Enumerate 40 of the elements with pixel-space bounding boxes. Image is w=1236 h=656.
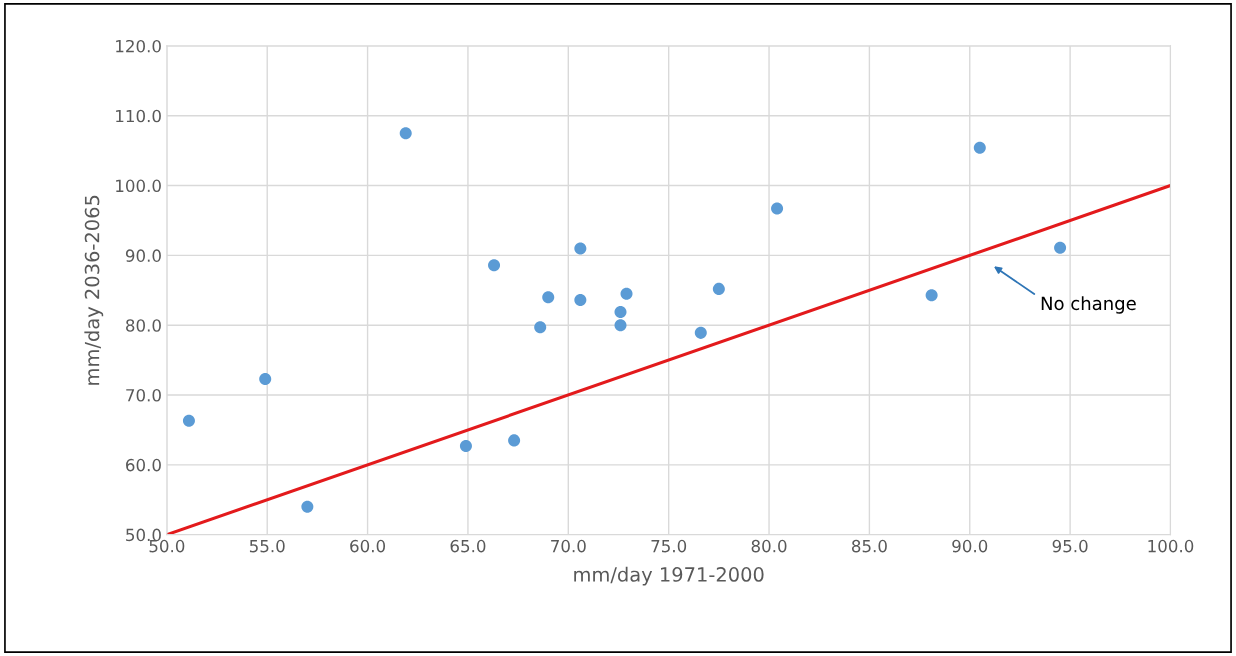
x-tick-label: 60.0 [350, 539, 386, 553]
point [925, 289, 938, 302]
point [973, 141, 986, 154]
point [542, 291, 555, 304]
x-tick-label: 95.0 [1052, 539, 1088, 553]
y-tick-label: 70.0 [126, 388, 161, 402]
point [712, 282, 725, 295]
point [574, 294, 587, 307]
annotation: No change [1041, 296, 1136, 314]
x-tick-label: 100.0 [1148, 539, 1194, 553]
y-tick-label: 80.0 [126, 319, 161, 332]
x-tick-label: 70.0 [551, 539, 586, 553]
point [301, 500, 314, 513]
y-tick-label: 90.0 [125, 249, 161, 262]
point [399, 127, 412, 140]
y-tick-label: 110.0 [116, 109, 161, 123]
y-tick-label: 120.0 [116, 39, 161, 53]
x-tick-label: 90.0 [952, 539, 988, 553]
y-tick-label: 60.0 [126, 458, 161, 472]
point [534, 321, 547, 334]
point [508, 434, 521, 447]
x-tick-label: 80.0 [751, 539, 787, 553]
x-tick-label: 85.0 [851, 539, 887, 553]
point [488, 259, 501, 272]
point [694, 326, 707, 339]
y-axis-title: mm/day 2036-2065 [84, 195, 104, 385]
point [614, 305, 627, 318]
x-tick-label: 65.0 [450, 539, 486, 553]
x-tick-label: 75.0 [651, 539, 687, 553]
point [459, 439, 472, 452]
point [182, 414, 195, 427]
x-axis-title: mm/day 1971-2000 [574, 566, 764, 586]
point [574, 242, 587, 255]
point [620, 287, 633, 300]
x-tick-label: 55.0 [249, 539, 285, 553]
point [614, 319, 627, 332]
point [771, 202, 784, 215]
point [1054, 241, 1067, 254]
y-tick-label: 100.0 [116, 179, 161, 193]
point [259, 372, 272, 385]
